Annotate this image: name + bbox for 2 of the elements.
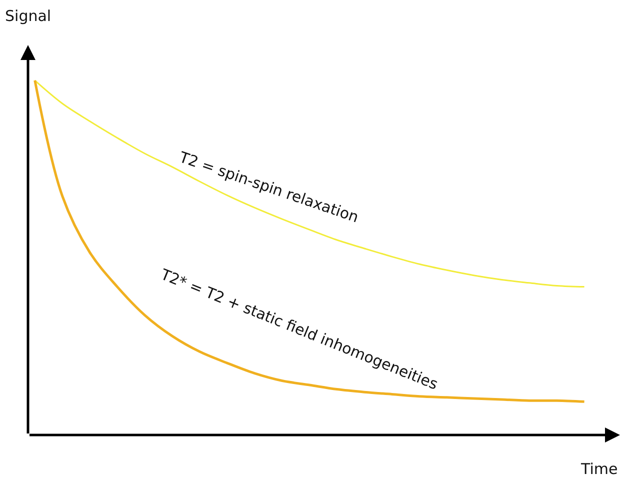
x-axis-title: Time	[580, 460, 618, 478]
y-axis-title: Signal	[5, 7, 52, 25]
